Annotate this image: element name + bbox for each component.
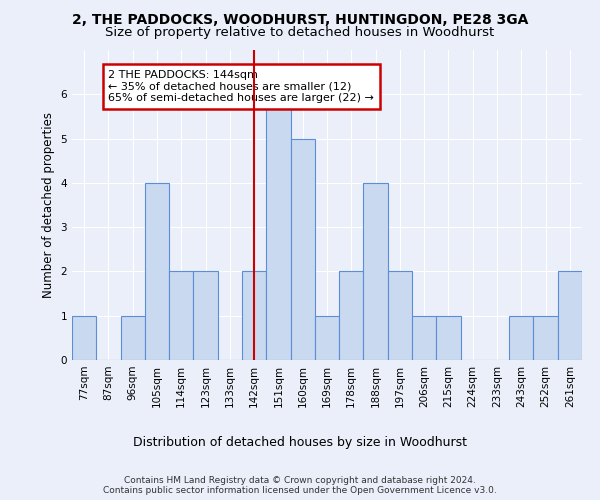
Bar	[558, 272, 582, 360]
Bar	[388, 272, 412, 360]
Text: Distribution of detached houses by size in Woodhurst: Distribution of detached houses by size …	[133, 436, 467, 449]
Text: Size of property relative to detached houses in Woodhurst: Size of property relative to detached ho…	[106, 26, 494, 39]
Bar	[242, 272, 266, 360]
Bar	[290, 138, 315, 360]
Bar	[145, 183, 169, 360]
Y-axis label: Number of detached properties: Number of detached properties	[42, 112, 55, 298]
Bar	[533, 316, 558, 360]
Bar	[339, 272, 364, 360]
Text: Contains HM Land Registry data © Crown copyright and database right 2024.
Contai: Contains HM Land Registry data © Crown c…	[103, 476, 497, 495]
Bar	[169, 272, 193, 360]
Bar	[412, 316, 436, 360]
Bar	[509, 316, 533, 360]
Bar	[121, 316, 145, 360]
Bar	[315, 316, 339, 360]
Bar	[193, 272, 218, 360]
Text: 2, THE PADDOCKS, WOODHURST, HUNTINGDON, PE28 3GA: 2, THE PADDOCKS, WOODHURST, HUNTINGDON, …	[72, 12, 528, 26]
Bar	[266, 94, 290, 360]
Bar	[364, 183, 388, 360]
Text: 2 THE PADDOCKS: 144sqm
← 35% of detached houses are smaller (12)
65% of semi-det: 2 THE PADDOCKS: 144sqm ← 35% of detached…	[109, 70, 374, 103]
Bar	[436, 316, 461, 360]
Bar	[72, 316, 96, 360]
